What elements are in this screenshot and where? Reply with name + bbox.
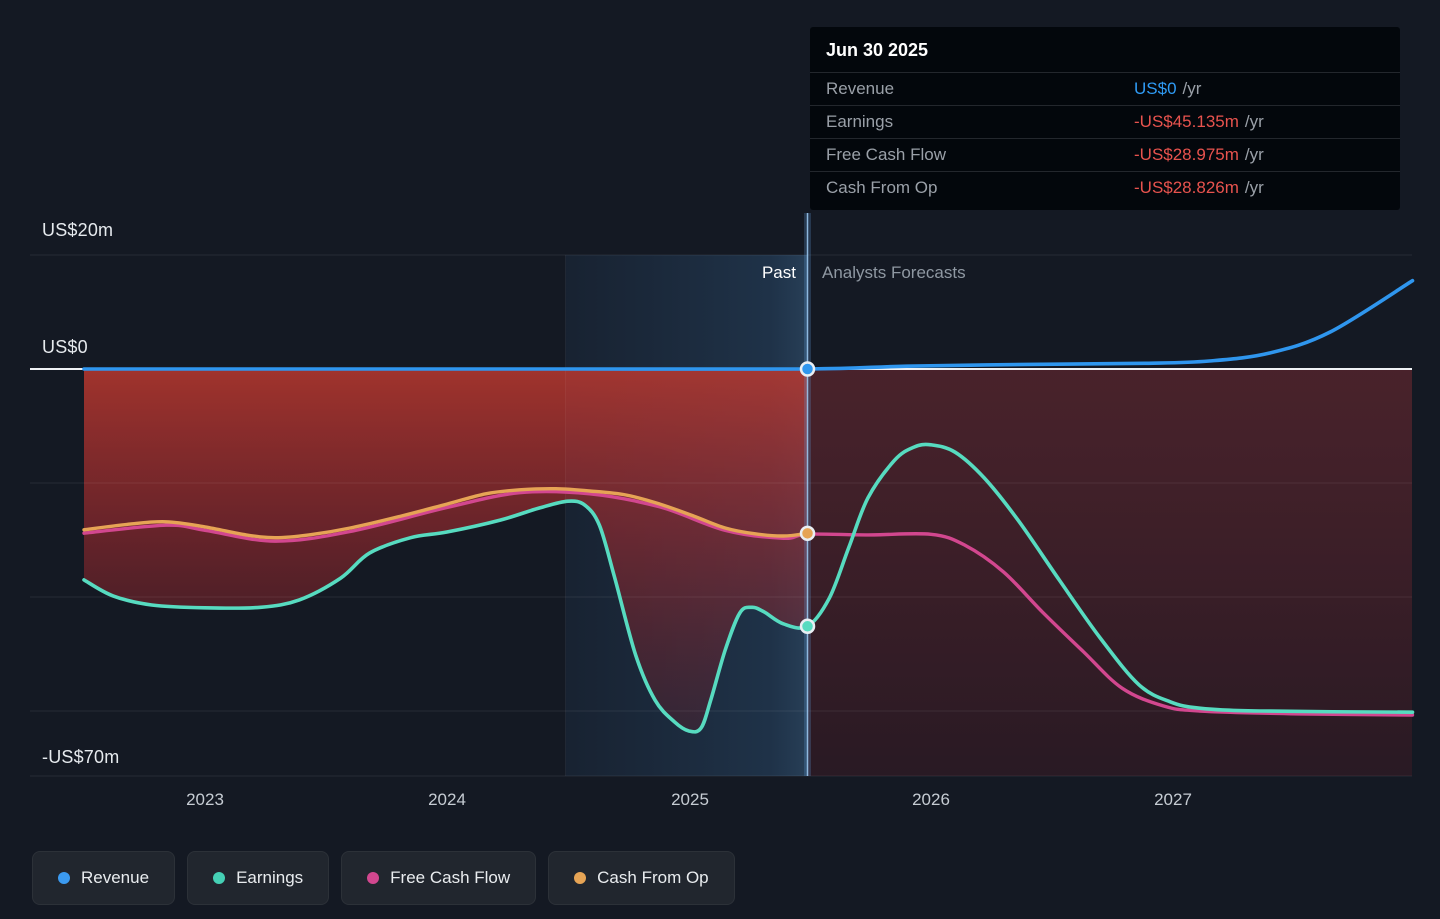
legend-item-revenue[interactable]: Revenue bbox=[32, 851, 176, 905]
x-axis-label-2024: 2024 bbox=[428, 790, 466, 809]
tooltip-suffix-revenue: /yr bbox=[1182, 79, 1202, 98]
x-axis-label-2027: 2027 bbox=[1154, 790, 1192, 809]
tooltip-row-free-cash-flow: Free Cash Flow -US$28.975m /yr bbox=[810, 138, 1400, 171]
cash-from-op-dot-icon bbox=[574, 872, 587, 884]
tooltip-value-revenue: US$0 bbox=[1134, 79, 1177, 98]
tooltip-suffix-free-cash-flow: /yr bbox=[1244, 145, 1264, 164]
legend-item-earnings[interactable]: Earnings bbox=[187, 851, 330, 905]
legend-label-free-cash-flow: Free Cash Flow bbox=[390, 868, 511, 887]
legend-item-free-cash-flow[interactable]: Free Cash Flow bbox=[341, 851, 537, 905]
legend-label-earnings: Earnings bbox=[236, 868, 304, 887]
chart-tooltip: Jun 30 2025 Revenue US$0 /yr Earnings -U… bbox=[810, 27, 1400, 210]
tooltip-label-cash-from-op: Cash From Op bbox=[826, 178, 938, 197]
tooltip-suffix-earnings: /yr bbox=[1244, 112, 1264, 131]
forecast-zone-label: Analysts Forecasts bbox=[822, 263, 966, 282]
legend-label-cash-from-op: Cash From Op bbox=[597, 868, 709, 887]
y-axis-label-zero: US$0 bbox=[42, 337, 88, 357]
y-axis-label-20m: US$20m bbox=[42, 220, 114, 240]
tooltip-date: Jun 30 2025 bbox=[826, 40, 929, 60]
legend-label-revenue: Revenue bbox=[81, 868, 150, 887]
x-axis-label-2025: 2025 bbox=[671, 790, 709, 809]
revenue-dot-icon bbox=[58, 872, 70, 884]
tooltip-value-earnings: -US$45.135m bbox=[1134, 112, 1239, 131]
tooltip-label-free-cash-flow: Free Cash Flow bbox=[826, 145, 946, 164]
tooltip-row-cash-from-op: Cash From Op -US$28.826m /yr bbox=[810, 171, 1400, 204]
tooltip-value-cash-from-op: -US$28.826m bbox=[1134, 178, 1239, 197]
tooltip-row-earnings: Earnings -US$45.135m /yr bbox=[810, 105, 1400, 138]
tooltip-value-free-cash-flow: -US$28.975m bbox=[1134, 145, 1239, 164]
tooltip-suffix-cash-from-op: /yr bbox=[1244, 178, 1264, 197]
free-cash-flow-dot-icon bbox=[367, 872, 380, 884]
past-zone-label: Past bbox=[761, 263, 796, 282]
x-axis-label-2026: 2026 bbox=[912, 790, 950, 809]
tooltip-label-revenue: Revenue bbox=[826, 79, 895, 98]
tooltip-row-revenue: Revenue US$0 /yr bbox=[810, 72, 1400, 105]
tooltip-label-earnings: Earnings bbox=[826, 112, 894, 131]
x-axis-label-2023: 2023 bbox=[186, 790, 224, 809]
earnings-dot-icon bbox=[213, 872, 226, 884]
legend-item-cash-from-op[interactable]: Cash From Op bbox=[548, 851, 735, 905]
chart-legend: Revenue Earnings Free Cash Flow Cash Fro… bbox=[32, 851, 735, 905]
y-axis-label-neg70m: -US$70m bbox=[42, 747, 120, 767]
